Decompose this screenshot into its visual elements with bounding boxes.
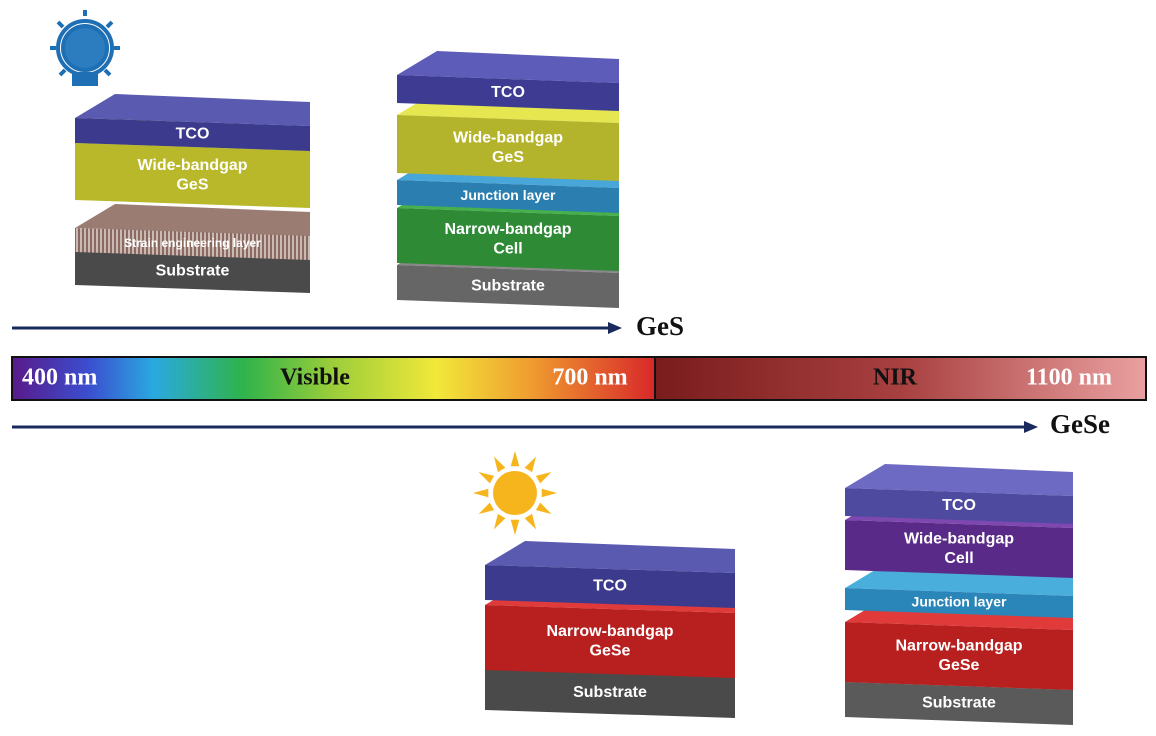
layer-label: Cell [493,240,522,257]
layer-stack: Substrate Narrow-bandgap GeSe Junction laye… [845,464,1073,725]
layer-label: Cell [944,550,973,567]
layer-label: Junction layer [912,594,1007,610]
arrow [12,322,1038,433]
layer-label: GeSe [939,657,980,674]
layer-stack: Substrate Narrow-bandgap Cell Junction laye… [397,51,619,308]
layer-front [75,143,310,208]
layer-label: Substrate [573,684,647,701]
sun-ray [494,456,506,473]
spectrum-label: Visible [280,365,350,391]
layer-front [845,682,1073,725]
sun-ray [510,519,520,535]
layer-label: GeSe [590,642,631,659]
layer-front [485,668,735,718]
arrow-label: GeS [636,311,684,341]
layer-label: TCO [491,84,525,101]
spectrum-label: 400 nm [22,365,97,391]
spectrum-label: 1100 nm [1026,365,1112,391]
layer-front [485,605,735,678]
layer-front [397,265,619,308]
layer-front [845,622,1073,690]
layer-front [397,115,619,181]
layer-top [485,541,735,573]
layer-top [845,464,1073,496]
layer-label: Wide-bandgap [137,157,247,174]
sun-ray [473,488,489,498]
layer-top [75,204,310,236]
layer-front [75,118,310,151]
layer-label: GeS [176,176,208,193]
layer-label: TCO [593,578,627,595]
layer-label: TCO [942,497,976,514]
layer-label: Substrate [922,695,996,712]
sun-ray [478,472,495,484]
layer-label: Wide-bandgap [453,130,563,147]
bulb-icon [50,10,120,86]
sun-ray [535,502,552,514]
layer-front [485,565,735,608]
sun-ray [510,451,520,467]
sun-ray [478,502,495,514]
layer-label: GeS [492,149,524,166]
layer-label: Narrow-bandgap [546,623,673,640]
layer: TCO [485,541,735,608]
layer-front [397,75,619,111]
layer-stack: Substrate Strain engineering layer Wide-ba… [75,94,310,293]
sun-ray [541,488,557,498]
layer-front [845,520,1073,578]
layer-label: TCO [176,126,210,143]
layer-stack: Substrate Narrow-bandgap GeSe TCO [485,541,735,718]
layer-label: Narrow-bandgap [895,638,1022,655]
layer-label: Junction layer [461,187,556,203]
layer-front [845,488,1073,524]
layer-label: Substrate [471,278,545,295]
layer-front [845,588,1073,618]
layer: TCO [397,51,619,111]
layer: Strain engineering layer [75,204,310,260]
sun-ray [524,456,536,473]
layer-top [75,94,310,126]
layer: TCO [845,464,1073,524]
layer-front [75,228,310,260]
spectrum-label: 700 nm [552,365,627,391]
spectrum-bar: 400 nm Visible 700 nm NIR 1100 nm [11,356,1147,401]
layer-label: Strain engineering layer [124,236,261,250]
layer-label: Narrow-bandgap [444,221,571,238]
stacks: Substrate Strain engineering layer Wide-ba… [75,51,1073,725]
layer-front [397,180,619,213]
sun-ray [494,513,506,530]
layer-front [397,208,619,271]
arrow-label: GeSe [1050,409,1110,439]
layer-top [397,51,619,83]
sun-ray [524,513,536,530]
layer-front [75,250,310,293]
layer-label: Substrate [156,263,230,280]
sun-icon [473,451,557,535]
sun-ray [535,472,552,484]
layer-label: Wide-bandgap [904,531,1014,548]
layer: TCO [75,94,310,151]
spectrum-label: NIR [873,365,918,391]
